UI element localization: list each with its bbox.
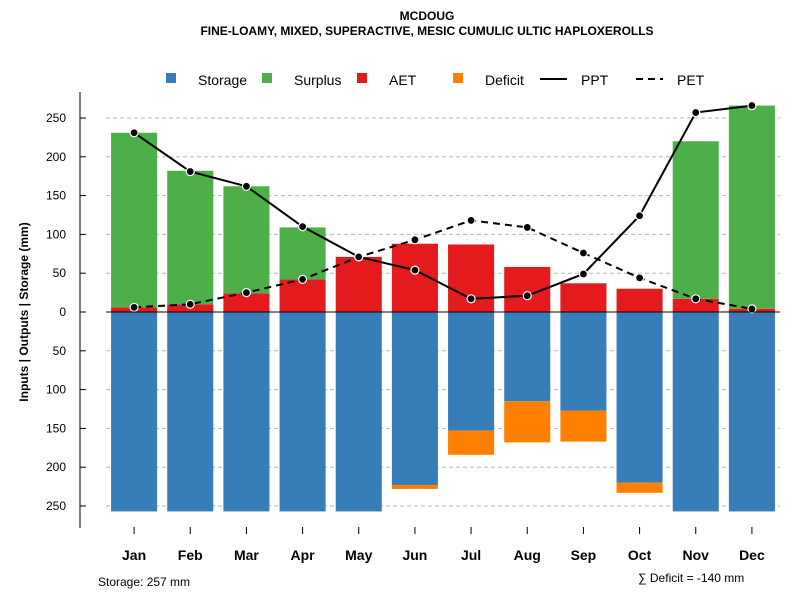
point-ppt-oct	[634, 211, 645, 221]
gridlines	[106, 117, 780, 507]
bar-surplus-jan	[111, 132, 158, 308]
point-pet-jun	[410, 235, 420, 245]
x-tick-label-apr: Apr	[291, 547, 316, 563]
x-tick-label-jul: Jul	[461, 547, 481, 563]
bar-storage-apr	[279, 312, 326, 512]
bar-storage-nov	[672, 312, 719, 512]
legend-label-pet: PET	[677, 72, 705, 88]
point-pet-mar	[241, 288, 252, 298]
y-tick-label: 100	[46, 383, 66, 397]
x-tick-label-jan: Jan	[122, 547, 146, 563]
bar-storage-mar	[223, 312, 270, 512]
y-tick-label: 250	[46, 111, 66, 125]
bar-deficit-sep	[560, 410, 607, 442]
deficit-annotation: ∑ Deficit = -140 mm	[638, 571, 744, 585]
y-tick-label: 50	[53, 344, 67, 358]
legend-swatch-surplus	[262, 73, 272, 83]
bar-storage-aug	[504, 312, 551, 402]
point-ppt-sep	[578, 269, 589, 279]
bar-surplus-apr	[279, 227, 326, 280]
y-tick-label: 50	[53, 266, 67, 280]
legend: Storage Surplus AET Deficit PPT PET	[166, 72, 705, 88]
legend-label-storage: Storage	[198, 72, 247, 88]
storage-annotation: Storage: 257 mm	[98, 575, 190, 589]
bar-aet-sep	[560, 283, 607, 312]
x-tick-label-sep: Sep	[571, 547, 597, 563]
axes: 250 200 150 100 50 0 50 100 150 200 250 Jan Feb Mar Ap…	[46, 92, 780, 563]
bar-surplus-mar	[223, 186, 270, 294]
point-pet-feb	[185, 299, 195, 309]
x-tick-label-dec: Dec	[739, 547, 765, 563]
bar-deficit-oct	[616, 482, 663, 493]
x-tick-label-may: May	[345, 547, 372, 563]
bar-storage-oct	[616, 312, 663, 483]
legend-swatch-deficit	[453, 73, 463, 83]
line-ppt	[133, 104, 753, 300]
legend-swatch-storage	[166, 73, 176, 83]
x-tick-label-aug: Aug	[514, 547, 541, 563]
bar-aet-may	[335, 256, 382, 312]
point-ppt-jul	[466, 294, 476, 304]
point-ppt-aug	[522, 291, 532, 301]
bar-aet-nov	[672, 298, 719, 312]
point-ppt-nov	[691, 107, 701, 118]
point-pet-aug	[522, 222, 532, 233]
x-tick-label-jun: Jun	[402, 547, 427, 563]
bar-storage-may	[335, 312, 382, 512]
legend-swatch-aet	[357, 73, 367, 83]
y-tick-label: 200	[46, 150, 66, 164]
y-tick-label: 250	[46, 499, 66, 513]
bar-aet-apr	[279, 279, 326, 312]
bar-storage-feb	[167, 312, 214, 512]
bar-aet-mar	[223, 293, 270, 312]
bar-storage-jan	[111, 312, 158, 512]
bar-aet-oct	[616, 288, 663, 312]
y-tick-label: 150	[46, 421, 66, 435]
series-lines	[129, 100, 757, 314]
point-ppt-apr	[297, 222, 308, 232]
bars	[111, 105, 775, 512]
y-tick-label: 100	[46, 227, 66, 241]
point-ppt-jan	[129, 128, 139, 138]
x-tick-label-nov: Nov	[683, 547, 710, 563]
point-pet-oct	[634, 273, 645, 283]
chart-title: MCDOUG	[400, 9, 455, 23]
bar-deficit-jul	[448, 430, 495, 455]
point-pet-apr	[297, 274, 308, 285]
x-tick-label-mar: Mar	[234, 547, 259, 563]
bar-storage-jul	[448, 312, 495, 431]
legend-label-aet: AET	[389, 72, 417, 88]
bar-storage-sep	[560, 312, 607, 411]
point-pet-jan	[129, 302, 139, 312]
point-pet-jul	[466, 215, 476, 226]
bar-storage-jun	[391, 312, 438, 486]
bar-surplus-feb	[167, 170, 214, 305]
point-pet-dec	[747, 304, 757, 314]
point-ppt-mar	[241, 181, 252, 191]
point-pet-sep	[578, 248, 589, 258]
y-tick-label: 150	[46, 189, 66, 203]
chart-subtitle: FINE-LOAMY, MIXED, SUPERACTIVE, MESIC CU…	[200, 24, 653, 38]
point-ppt-feb	[185, 166, 195, 177]
bar-deficit-jun	[391, 485, 438, 489]
x-tick-label-oct: Oct	[628, 547, 652, 563]
point-pet-nov	[691, 294, 701, 304]
y-tick-label: 200	[46, 460, 66, 474]
bar-surplus-dec	[728, 105, 775, 309]
y-axis-label: Inputs | Outputs | Storage (mm)	[17, 222, 31, 401]
x-tick-label-feb: Feb	[178, 547, 203, 563]
legend-label-ppt: PPT	[581, 72, 609, 88]
bar-deficit-aug	[504, 401, 551, 443]
point-ppt-jun	[410, 265, 420, 275]
bar-storage-dec	[728, 312, 775, 512]
legend-label-deficit: Deficit	[485, 72, 524, 88]
point-ppt-dec	[747, 100, 757, 111]
y-tick-label: 0	[59, 305, 66, 319]
legend-label-surplus: Surplus	[294, 72, 341, 88]
point-pet-may	[354, 252, 364, 262]
bar-surplus-nov	[672, 141, 719, 299]
